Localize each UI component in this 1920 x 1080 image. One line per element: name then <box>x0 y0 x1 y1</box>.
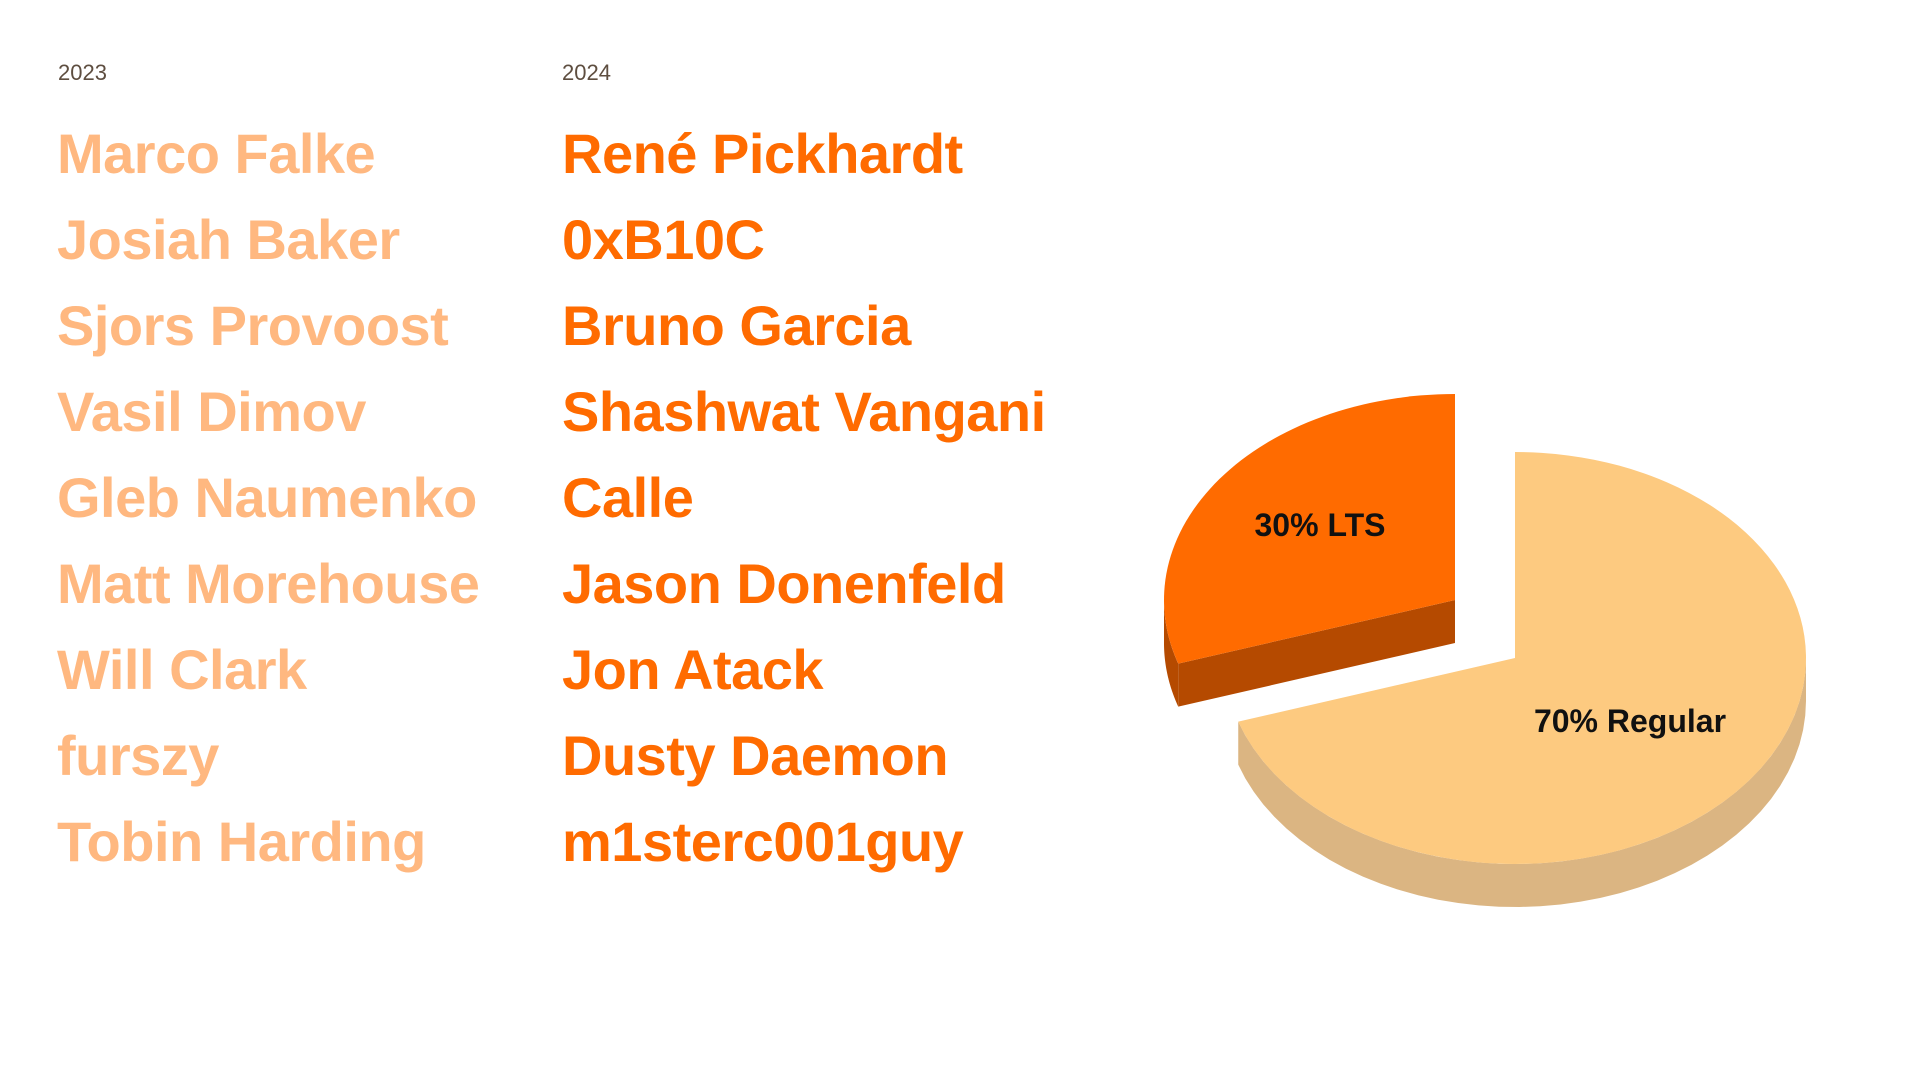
slice-label-regular: 70% Regular <box>1534 703 1726 739</box>
contributor-name: Tobin Harding <box>57 810 426 873</box>
contributor-name: René Pickhardt <box>562 122 963 185</box>
contributor-name: Shashwat Vangani <box>562 380 1046 443</box>
contributor-name: Bruno Garcia <box>562 294 911 357</box>
slice-side-regular <box>1238 658 1806 907</box>
contributor-name: Dusty Daemon <box>562 724 949 787</box>
slice-label-lts: 30% LTS <box>1255 507 1386 543</box>
contributor-name: Jon Atack <box>562 638 824 701</box>
year-label-2023: 2023 <box>58 60 107 85</box>
contributor-name: Will Clark <box>57 638 307 701</box>
slice-cut-face-lts <box>1178 600 1455 707</box>
contributor-name: Marco Falke <box>57 122 376 185</box>
slice-side-lts <box>1164 600 1179 707</box>
pie-slice-lts <box>1164 394 1455 664</box>
contributor-name: Calle <box>562 466 694 529</box>
contributor-name: furszy <box>57 724 219 787</box>
contributor-name: Matt Morehouse <box>57 552 480 615</box>
contributor-name: 0xB10C <box>562 208 765 271</box>
contributor-name: Josiah Baker <box>57 208 400 271</box>
names-list-2023: Marco Falke Josiah Baker Sjors Provoost Vas… <box>57 120 480 894</box>
names-list-2024: René Pickhardt 0xB10C Bruno Garcia Shashwat… <box>562 120 1046 894</box>
contributor-name: Gleb Naumenko <box>57 466 477 529</box>
contributor-name: m1sterc001guy <box>562 810 964 873</box>
contributor-name: Vasil Dimov <box>57 380 366 443</box>
pie-slice-regular <box>1238 452 1806 864</box>
year-label-2024: 2024 <box>562 60 611 85</box>
contributor-name: Sjors Provoost <box>57 294 449 357</box>
contributor-name: Jason Donenfeld <box>562 552 1006 615</box>
